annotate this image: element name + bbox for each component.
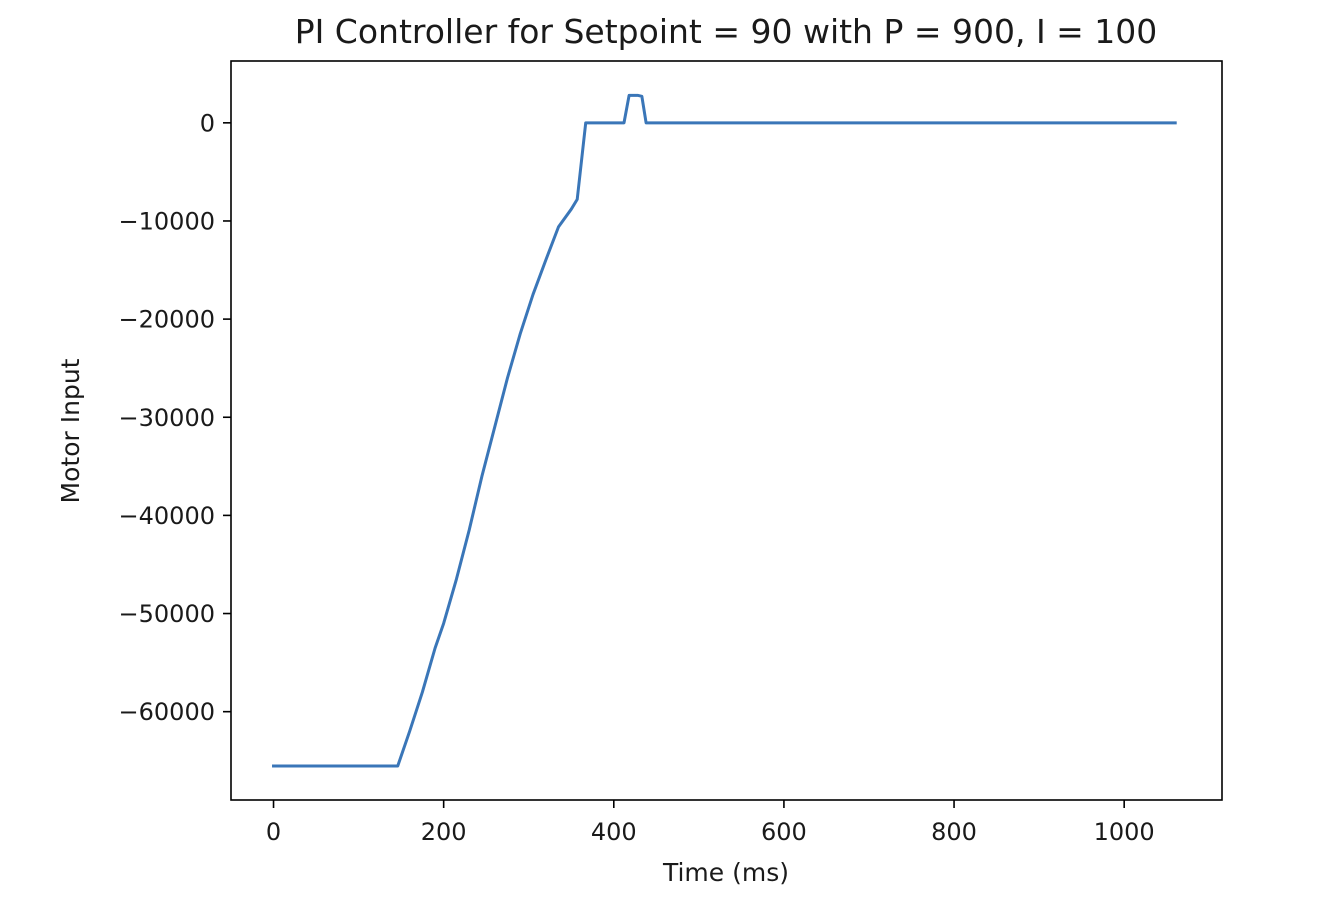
x-tick-label: 200: [421, 818, 467, 846]
y-tick-label: 0: [200, 109, 215, 137]
x-tick-label: 400: [591, 818, 637, 846]
x-tick-label: 1000: [1094, 818, 1155, 846]
plot-area: [230, 60, 1223, 801]
x-tick-label: 800: [931, 818, 977, 846]
x-tick-label: 600: [761, 818, 807, 846]
y-tick-label: −60000: [119, 698, 215, 726]
axes-frame: [230, 60, 1223, 801]
y-tick-label: −40000: [119, 502, 215, 530]
y-tick-label: −30000: [119, 404, 215, 432]
y-tick-label: −20000: [119, 306, 215, 334]
x-axis-label: Time (ms): [662, 858, 789, 887]
y-tick-label: −10000: [119, 207, 215, 235]
x-axis: 0 200 400 600 800 1000: [266, 800, 1155, 846]
x-tick-label: 0: [266, 818, 281, 846]
y-axis-label: Motor Input: [56, 358, 85, 503]
y-axis: 0 −10000 −20000 −30000 −40000 −50000 −60000: [119, 109, 231, 726]
y-tick-label: −50000: [119, 600, 215, 628]
series-line-1: [272, 93, 1177, 768]
chart-title: PI Controller for Setpoint = 90 with P =…: [295, 12, 1158, 51]
